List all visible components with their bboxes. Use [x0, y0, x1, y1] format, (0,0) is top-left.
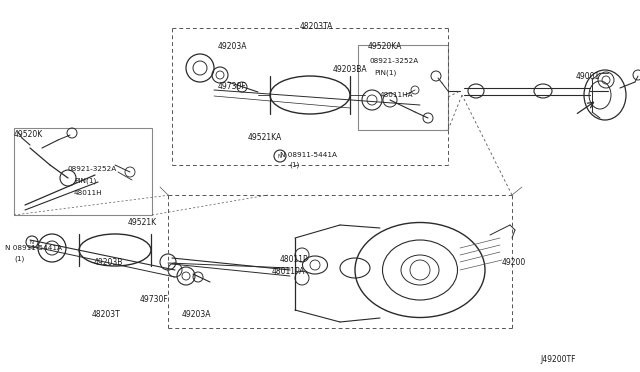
- Text: 49730F: 49730F: [140, 295, 169, 304]
- Text: 49203A: 49203A: [218, 42, 248, 51]
- Text: 49521K: 49521K: [128, 218, 157, 227]
- Text: 48203T: 48203T: [92, 310, 121, 319]
- Text: N 08911-5441A: N 08911-5441A: [5, 245, 62, 251]
- Text: 49203A: 49203A: [182, 310, 211, 319]
- Text: 49001: 49001: [576, 72, 600, 81]
- Text: 48011PA: 48011PA: [272, 267, 305, 276]
- Text: (1): (1): [289, 162, 300, 169]
- Bar: [14, 128, 152, 215]
- Text: (1): (1): [14, 255, 24, 262]
- Text: 49521KA: 49521KA: [248, 133, 282, 142]
- Text: PIN(1): PIN(1): [374, 69, 396, 76]
- Text: N: N: [30, 240, 34, 244]
- Text: N: N: [278, 154, 282, 158]
- Text: 08921-3252A: 08921-3252A: [370, 58, 419, 64]
- Text: 48203TA: 48203TA: [300, 22, 333, 31]
- Text: 48011P: 48011P: [280, 255, 308, 264]
- Text: N 08911-5441A: N 08911-5441A: [280, 152, 337, 158]
- Text: 49730F: 49730F: [218, 82, 247, 91]
- Text: 49520KA: 49520KA: [368, 42, 403, 51]
- Text: 48011H: 48011H: [74, 190, 102, 196]
- Text: 08921-3252A: 08921-3252A: [68, 166, 117, 172]
- Text: PIN(1): PIN(1): [74, 177, 96, 183]
- Text: J49200TF: J49200TF: [540, 355, 575, 364]
- Text: 48011HA: 48011HA: [380, 92, 413, 98]
- Text: 49520K: 49520K: [14, 130, 44, 139]
- Text: 49200: 49200: [502, 258, 526, 267]
- Text: 49203BA: 49203BA: [333, 65, 367, 74]
- Text: 49203B: 49203B: [94, 258, 124, 267]
- Bar: [358, 45, 448, 130]
